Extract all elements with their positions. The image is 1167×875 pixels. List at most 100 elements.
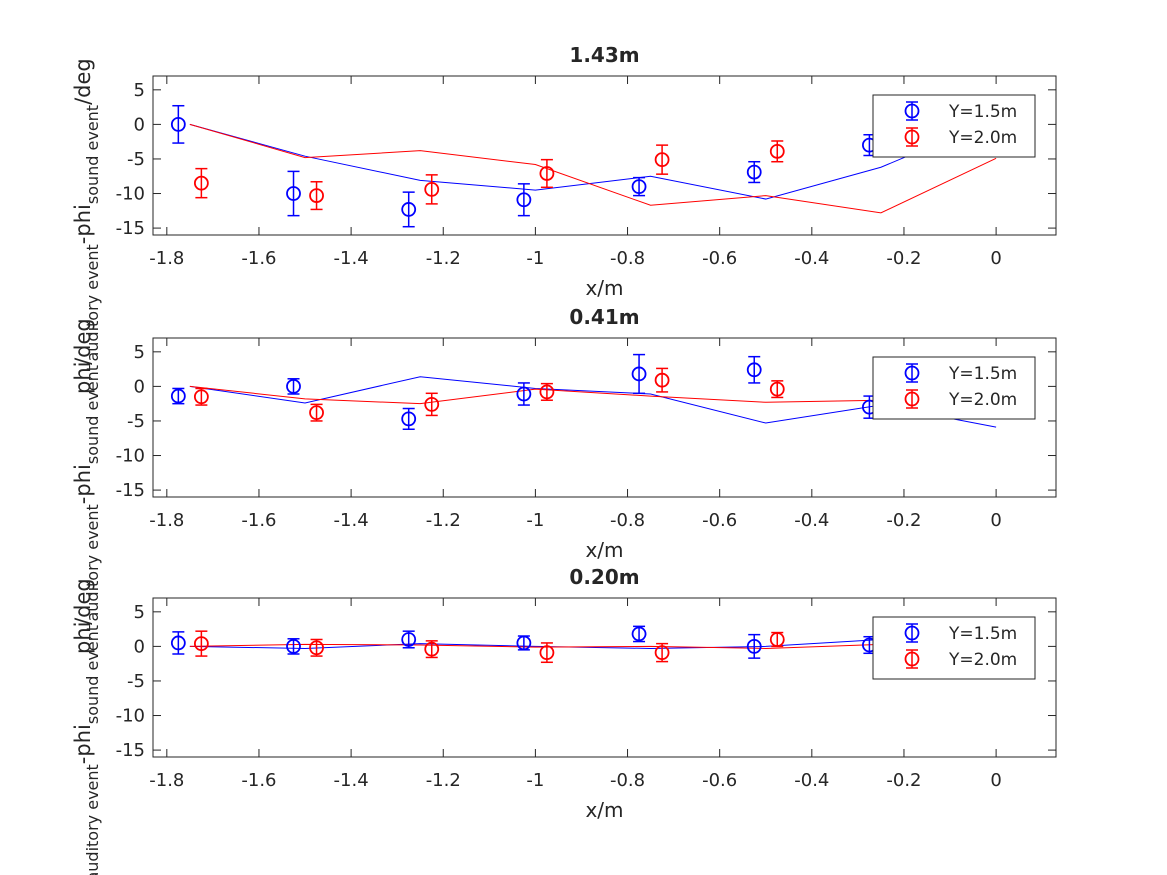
y-tick-label: -15 <box>116 480 145 501</box>
y-tick-label: -10 <box>116 706 145 727</box>
legend-marker <box>904 129 920 145</box>
y-axis-label-part: sound event <box>83 105 102 204</box>
data-point <box>424 640 440 659</box>
data-point <box>654 642 670 663</box>
data-point <box>654 367 670 393</box>
data-point <box>170 387 186 405</box>
marker <box>309 640 324 656</box>
y-axis-label-part: auditory event <box>83 504 102 621</box>
x-tick-label: -0.2 <box>886 248 921 269</box>
x-tick-label: -1.8 <box>149 510 184 531</box>
data-point <box>309 403 324 422</box>
data-point <box>539 382 555 401</box>
y-tick-label: 5 <box>134 80 145 101</box>
legend-marker <box>904 651 920 667</box>
subplot-title: 0.20m <box>569 565 639 589</box>
x-tick-label: -1.4 <box>334 248 369 269</box>
marker <box>424 396 440 412</box>
subplot-2: -1.8 -1.6 -1.4 -1.2 -1 -0.8 -0.6 -0.4 -0.2 0 -15 -1… <box>116 305 1057 562</box>
x-tick-label: -1.2 <box>426 510 461 531</box>
marker <box>631 366 647 382</box>
x-tick-label: -0.4 <box>794 248 829 269</box>
marker <box>769 143 785 159</box>
data-point <box>286 170 301 217</box>
y-axis-label-part: -phi <box>71 724 95 764</box>
x-tick-label: -0.6 <box>702 770 737 791</box>
subplot-title: 1.43m <box>569 43 639 67</box>
marker <box>516 635 532 651</box>
x-tick-label: -1.8 <box>149 248 184 269</box>
x-tick-label: -1.6 <box>241 248 276 269</box>
x-tick-label: -1 <box>526 510 544 531</box>
data-point <box>631 625 647 643</box>
data-point <box>539 642 555 664</box>
marker <box>631 626 647 642</box>
data-point <box>193 167 209 199</box>
y-tick-label: -15 <box>116 218 145 239</box>
y-axis-label-part: sound event <box>83 365 102 464</box>
legend-label: Y=1.5m <box>948 624 1017 644</box>
y-tick-label: 5 <box>134 342 145 363</box>
x-tick-label: -0.8 <box>610 770 645 791</box>
y-tick-label: -15 <box>116 740 145 761</box>
legend-label: Y=2.0m <box>948 650 1017 670</box>
data-point <box>193 387 209 406</box>
marker <box>424 181 440 197</box>
legend-box <box>872 94 1036 158</box>
data-point <box>170 104 186 144</box>
y-axis-label-part: /deg <box>71 318 95 365</box>
legend-label: Y=1.5m <box>948 102 1017 122</box>
data-point <box>516 635 532 651</box>
marker <box>654 372 670 388</box>
x-tick-label: -1.8 <box>149 770 184 791</box>
marker <box>401 411 417 427</box>
series-line-2 <box>189 123 997 214</box>
x-axis-label: x/m <box>585 276 623 300</box>
data-point <box>746 355 762 384</box>
marker <box>424 641 440 657</box>
marker <box>654 152 670 168</box>
legend-box <box>872 616 1036 680</box>
y-axis-label-part: sound event <box>83 625 102 724</box>
marker <box>746 164 762 180</box>
data-point <box>654 144 670 175</box>
x-tick-label: -0.6 <box>702 248 737 269</box>
x-tick-label: -0.6 <box>702 510 737 531</box>
data-point <box>401 191 417 228</box>
marker <box>170 388 186 404</box>
series-line-1 <box>189 118 997 200</box>
y-tick-label: 0 <box>134 636 145 657</box>
data-point <box>401 630 417 649</box>
data-point <box>746 160 762 184</box>
x-tick-label: -1.2 <box>426 248 461 269</box>
legend-marker <box>904 625 920 641</box>
subplot-1: -1.8 -1.6 -1.4 -1.2 -1 -0.8 -0.6 -0.4 -0.2 0 -15 -1… <box>116 43 1057 300</box>
marker <box>286 186 301 201</box>
y-tick-label: 0 <box>134 376 145 397</box>
x-tick-label: -0.8 <box>610 510 645 531</box>
y-tick-label: -5 <box>127 671 145 692</box>
data-point <box>516 382 532 406</box>
x-tick-label: 0 <box>990 248 1001 269</box>
data-point <box>286 378 301 395</box>
series-line-2 <box>189 385 997 405</box>
marker <box>286 638 301 654</box>
legend-box <box>872 356 1036 420</box>
y-tick-label: -10 <box>116 184 145 205</box>
x-tick-label: -0.4 <box>794 510 829 531</box>
marker <box>401 202 417 217</box>
y-axis-label-part: phi <box>71 622 95 654</box>
marker <box>516 192 532 208</box>
x-tick-label: -0.2 <box>886 770 921 791</box>
y-axis-label-part: auditory event <box>83 764 102 875</box>
data-point <box>769 631 785 648</box>
x-tick-label: -1.2 <box>426 770 461 791</box>
data-point <box>170 631 186 655</box>
y-axis-label-3: phi auditory event-phisound event/deg <box>71 578 102 875</box>
marker <box>539 645 555 661</box>
series-line-1 <box>189 638 997 649</box>
legend-label: Y=2.0m <box>948 128 1017 148</box>
y-tick-label: 0 <box>134 114 145 135</box>
marker <box>170 116 186 132</box>
